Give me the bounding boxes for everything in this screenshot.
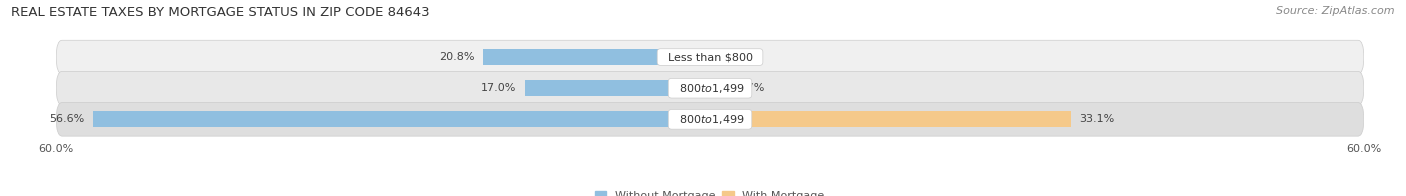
Text: 20.8%: 20.8% [439,52,475,62]
FancyBboxPatch shape [56,40,1364,74]
Text: Source: ZipAtlas.com: Source: ZipAtlas.com [1277,6,1395,16]
Text: $800 to $1,499: $800 to $1,499 [672,82,748,95]
Bar [484,49,710,65]
Bar [93,111,710,127]
Text: $800 to $1,499: $800 to $1,499 [672,113,748,126]
Text: 0.0%: 0.0% [718,52,747,62]
Legend: Without Mortgage, With Mortgage: Without Mortgage, With Mortgage [595,191,825,196]
Text: 1.7%: 1.7% [737,83,766,93]
Bar [710,80,728,96]
Text: 33.1%: 33.1% [1080,114,1115,124]
FancyBboxPatch shape [56,71,1364,105]
Text: 17.0%: 17.0% [481,83,516,93]
Text: REAL ESTATE TAXES BY MORTGAGE STATUS IN ZIP CODE 84643: REAL ESTATE TAXES BY MORTGAGE STATUS IN … [11,6,430,19]
Bar [710,111,1071,127]
Text: Less than $800: Less than $800 [661,52,759,62]
Text: 56.6%: 56.6% [49,114,84,124]
FancyBboxPatch shape [56,103,1364,136]
Bar [524,80,710,96]
